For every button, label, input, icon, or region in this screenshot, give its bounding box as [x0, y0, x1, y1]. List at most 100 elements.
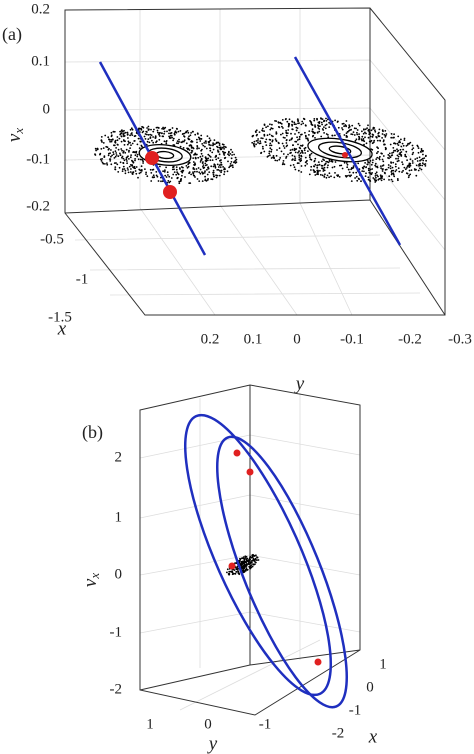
point: [393, 136, 395, 139]
point: [369, 160, 372, 162]
point: [397, 159, 400, 162]
point: [364, 162, 366, 164]
point: [175, 131, 178, 134]
point: [375, 158, 378, 161]
point: [238, 573, 241, 576]
point: [117, 155, 120, 158]
point: [323, 132, 325, 134]
point: [120, 135, 123, 138]
point: [107, 136, 110, 139]
point: [255, 134, 258, 137]
point: [351, 124, 354, 127]
point: [175, 166, 178, 169]
point: [420, 151, 422, 153]
point: [257, 559, 260, 561]
panel-label: (b): [82, 422, 103, 443]
point: [392, 151, 395, 154]
point: [150, 128, 152, 131]
point: [394, 165, 397, 168]
point: [263, 150, 266, 153]
point: [126, 167, 129, 170]
point: [244, 569, 247, 572]
point: [185, 165, 188, 167]
point: [142, 162, 145, 164]
point: [187, 131, 190, 134]
point: [263, 130, 265, 133]
point: [378, 128, 381, 131]
point: [121, 155, 124, 158]
point: [400, 145, 403, 148]
point: [313, 119, 316, 122]
point: [255, 554, 257, 557]
point: [261, 145, 264, 148]
point: [382, 130, 384, 133]
point: [111, 154, 113, 157]
point: [422, 149, 424, 152]
tick-label: -0.2: [398, 331, 422, 347]
point: [397, 135, 400, 138]
point: [368, 131, 371, 133]
point: [164, 169, 166, 172]
point: [196, 132, 199, 135]
panel-a-box: [64, 7, 446, 316]
point: [375, 176, 377, 179]
point: [269, 144, 271, 147]
point: [353, 134, 356, 136]
point: [297, 169, 300, 172]
point: [326, 174, 329, 177]
point: [320, 121, 323, 124]
point: [361, 130, 363, 133]
point: [289, 149, 292, 152]
point: [408, 169, 411, 172]
point: [196, 145, 199, 147]
point: [130, 127, 133, 130]
point: [147, 138, 150, 141]
point: [190, 132, 193, 134]
point: [130, 154, 133, 157]
point: [404, 168, 407, 171]
point: [200, 134, 203, 137]
point: [201, 155, 204, 157]
point: [293, 166, 296, 169]
point: [281, 132, 284, 135]
point: [177, 176, 179, 179]
tick-label: -0.1: [26, 151, 50, 167]
point: [388, 157, 390, 160]
point: [318, 163, 321, 166]
point: [397, 155, 400, 158]
point: [215, 174, 218, 177]
point: [260, 137, 263, 140]
point: [113, 157, 116, 159]
point: [371, 133, 374, 136]
point: [109, 140, 111, 143]
point: [298, 150, 300, 153]
point: [161, 132, 163, 135]
point: [328, 121, 330, 124]
point: [351, 133, 354, 136]
point: [355, 127, 357, 130]
point: [380, 167, 382, 170]
point: [312, 169, 315, 171]
point: [390, 173, 393, 176]
point: [191, 149, 193, 152]
point: [210, 165, 213, 168]
point: [410, 169, 413, 172]
point: [421, 162, 424, 165]
point: [213, 139, 216, 142]
point: [316, 169, 319, 172]
point: [231, 151, 234, 154]
trajectory: [293, 56, 402, 246]
point: [277, 121, 280, 124]
point: [124, 172, 127, 175]
point: [324, 127, 327, 130]
point: [110, 140, 113, 143]
point: [393, 149, 395, 152]
point: [356, 131, 358, 134]
point: [408, 142, 411, 145]
point: [250, 556, 253, 559]
point: [383, 178, 385, 181]
point: [411, 153, 414, 156]
point: [224, 156, 227, 159]
point: [321, 160, 323, 163]
point: [365, 132, 367, 135]
